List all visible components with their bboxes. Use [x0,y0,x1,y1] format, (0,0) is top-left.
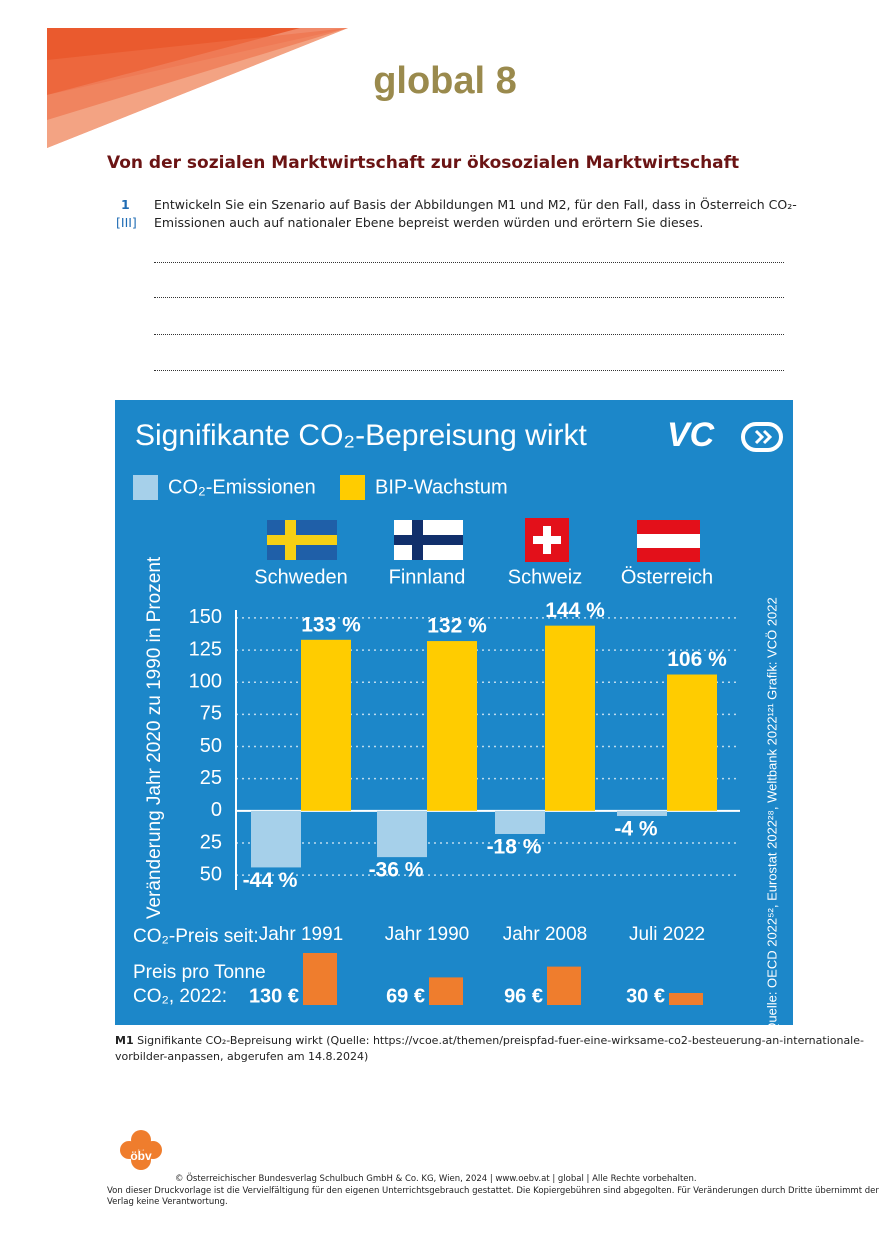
y-tick-label: 150 [189,606,222,628]
logo-text: VC [667,416,715,454]
price-label: CO₂, 2022: [133,986,227,1007]
value-label: -36 % [369,859,424,882]
legend-swatch [133,475,158,500]
legend-label: CO₂-Emissionen [168,476,316,498]
publisher-logo: öbv [120,1130,162,1170]
footer-line: Von dieser Druckvorlage ist die Vervielf… [107,1186,879,1196]
price-coins [429,977,463,1005]
category-label: Schweiz [508,566,582,588]
value-label: 133 % [301,613,361,636]
answer-line [154,297,784,298]
value-label: -44 % [243,869,298,892]
section-heading: Von der sozialen Marktwirtschaft zur öko… [107,153,740,173]
category-label: Schweden [254,566,347,588]
caption-text: Signifikante CO₂-Bepreisung wirkt (Quell… [137,1034,864,1047]
footer-line: Verlag keine Verantwortung. [107,1197,228,1207]
y-tick-label: 125 [189,638,222,660]
logo-icon [741,422,783,452]
bar [377,810,427,858]
price-coins [547,966,581,1005]
price-coins [669,993,703,1005]
caption-text: vorbilder-anpassen, abgerufen am 14.8.20… [115,1050,369,1063]
category-label: Finnland [389,566,466,588]
y-axis-label: Veränderung Jahr 2020 zu 1990 in Prozent [144,556,165,919]
answer-line [154,334,784,335]
legend-swatch [340,475,365,500]
bar [667,674,717,811]
bar [251,810,301,868]
y-tick-label: 25 [200,767,222,789]
answer-line [154,370,784,371]
flag-austria [637,520,700,562]
price-value-label: 130 € [249,985,299,1007]
page-title: global 8 [373,60,517,102]
bar [301,639,351,811]
flag-switzerland [525,518,569,562]
y-tick-label: 75 [200,703,222,725]
flag-sweden [267,520,337,560]
bar [427,641,477,811]
value-label: 106 % [667,648,727,671]
price-coins [303,953,337,1005]
value-label: 144 % [545,599,605,622]
y-tick-label: 50 [200,735,222,757]
bar [617,810,667,816]
value-label: -4 % [614,818,658,841]
price-since: Juli 2022 [629,924,705,945]
source-note: Quelle: OECD 2022⁵², Eurostat 2022²⁸, We… [764,597,779,1025]
y-tick-label: 100 [189,671,222,693]
task-text: Entwickeln Sie ein Szenario auf Basis de… [154,197,797,212]
vc-logo: VC [667,416,783,454]
price-since-label: CO₂-Preis seit: [133,926,259,947]
caption: M1 Signifikante CO₂-Bepreisung wirkt (Qu… [115,1033,864,1049]
task-text: Emissionen auch auf nationaler Ebene bep… [154,215,704,230]
chart-title: Signifikante CO₂-Bepreisung wirkt [135,419,587,452]
y-tick-label: 50 [200,863,222,885]
price-since: Jahr 1990 [385,924,470,945]
decor-triangle [47,28,348,148]
bar [495,810,545,834]
category-label: Österreich [621,566,713,588]
price-value-label: 30 € [626,985,665,1007]
price-label: Preis pro Tonne [133,962,266,983]
value-label: 132 % [427,615,487,638]
y-tick-label: 25 [200,831,222,853]
caption-label: M1 [115,1034,134,1047]
answer-line [154,262,784,263]
chart: Signifikante CO₂-Bepreisung wirkt VC Que… [115,400,793,1025]
value-label: -18 % [487,836,542,859]
y-tick-label: 0 [211,799,222,821]
corner-decoration [47,28,348,148]
price-since: Jahr 2008 [503,924,588,945]
task-level: [III] [116,215,137,230]
price-value-label: 69 € [386,985,425,1007]
price-value-label: 96 € [504,985,543,1007]
bar [545,625,595,811]
decor-triangle [47,28,348,120]
publisher-logo-text: öbv [130,1149,152,1163]
task-number: 1 [121,197,130,212]
footer-line: © Österreichischer Bundesverlag Schulbuc… [175,1174,697,1184]
legend-label: BIP-Wachstum [375,476,508,498]
flag-finland [394,520,463,560]
logo-arrows [754,429,773,445]
price-since: Jahr 1991 [259,924,344,945]
